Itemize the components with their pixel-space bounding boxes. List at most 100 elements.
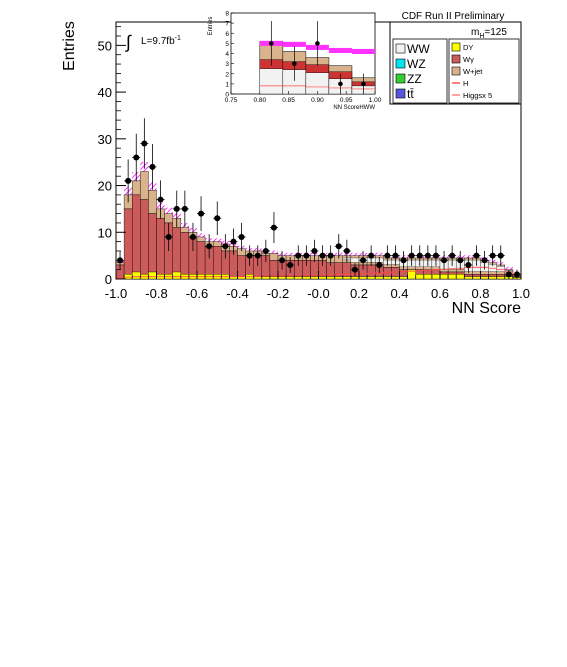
data-point [343,247,350,254]
wjet-bar [164,213,173,224]
data-point [319,252,326,259]
data-point [449,252,456,259]
data-point [133,154,140,161]
wgamma-bar [212,246,222,280]
data-point [214,215,221,222]
dy-bar [123,274,133,280]
data-point [481,257,488,264]
dy-bar [334,276,344,280]
wgamma-bar [172,227,181,280]
data-point [279,257,286,264]
inset-y-tick-label: 1 [225,81,229,88]
legend-swatch [395,43,406,54]
data-point [457,257,464,264]
inset-y-tick-label: 3 [225,61,229,68]
wjet-bar [140,171,149,200]
data-point [238,233,245,240]
dy-bar [285,276,295,280]
x-tick-label: -0.8 [145,286,167,301]
inset-ww-bar [259,68,284,95]
data-point [254,252,261,259]
wjet-bar [148,190,157,214]
inset-data-point [338,81,343,87]
dy-bar [415,274,425,280]
inset-x-tick-label: 0.80 [253,97,266,104]
legend-label: Higgsx 5 [463,91,492,100]
inset-x-tick-label: 1.00 [369,97,382,104]
lumi-label: L=9.7fb-1 [141,35,181,47]
data-point [505,271,512,278]
inset-x-tick-label: 0.75 [225,97,238,104]
dy-bar [456,274,465,280]
data-point [222,243,229,250]
wgamma-bar [229,250,238,280]
inset-data-point [269,41,274,46]
dy-bar [391,276,400,280]
legend-label: tt̄ [407,87,414,101]
inset-plot: 0.75 0.80 0.85 0.90 0.95 1.00 0 1 2 3 4 5 6 7 8 Entrie… [208,11,382,112]
inset-y-axis-title: Entries [208,17,214,36]
y-tick-label: 20 [98,179,112,194]
experiment-label: CDF Run II Preliminary [402,11,505,22]
y-tick-label: 40 [98,85,112,100]
data-point [206,243,213,250]
data-point [400,257,407,264]
dy-bar [277,276,287,280]
data-point [424,252,431,259]
data-point [327,252,334,259]
dy-bar [148,271,157,280]
data-point [432,252,439,259]
inset-uncertainty-band [328,47,352,53]
inset-x-tick-label: 0.95 [340,97,353,104]
legend-swatch [395,58,406,69]
inset-ww-bar [305,72,330,95]
main-data-points [116,118,521,279]
data-point [189,233,196,240]
dy-bar [488,276,497,280]
inset-y-tick-label: 7 [225,21,229,28]
dy-bar [375,276,384,280]
legend-label: ZZ [407,72,422,86]
inset-x-tick-label: 0.90 [311,97,324,104]
x-tick-label: -0.6 [186,286,208,301]
dy-bar [358,276,368,280]
dy-bar [294,276,303,280]
wjet-bar [131,180,141,196]
data-point [335,243,342,250]
data-point [497,252,504,259]
dy-bar [383,276,392,280]
legend-label: Wγ [463,55,474,64]
wgamma-bar [310,260,319,280]
data-point [181,205,188,212]
inset-y-tick-label: 4 [225,51,229,58]
dy-bar [318,276,327,280]
wjet-bar [196,236,206,242]
inset-data-point [292,61,297,66]
x-tick-label: 0.2 [350,286,368,301]
dy-bar [350,276,360,280]
wgamma-bar [123,208,133,280]
data-point [416,252,423,259]
y-tick-label: 30 [98,132,112,147]
x-tick-label: -0.0 [307,286,329,301]
data-point [465,261,472,268]
x-tick-label: 0.6 [431,286,449,301]
x-tick-label: -1.0 [105,286,127,301]
wjet-bar [180,227,190,233]
wgamma-bar [196,241,206,280]
data-point [295,252,302,259]
dy-bar [172,271,181,280]
data-point [392,252,399,259]
y-axis-title: Entries [61,21,78,71]
lumi-integral-symbol: ∫ [124,32,132,52]
x-axis-title: NN Score [452,300,521,317]
data-point [473,252,480,259]
inset-y-tick-label: 0 [225,92,229,99]
wgamma-bar [148,213,157,280]
data-point [230,238,237,245]
data-point [173,205,180,212]
y-tick-label: 50 [98,38,112,53]
data-point [376,261,383,268]
